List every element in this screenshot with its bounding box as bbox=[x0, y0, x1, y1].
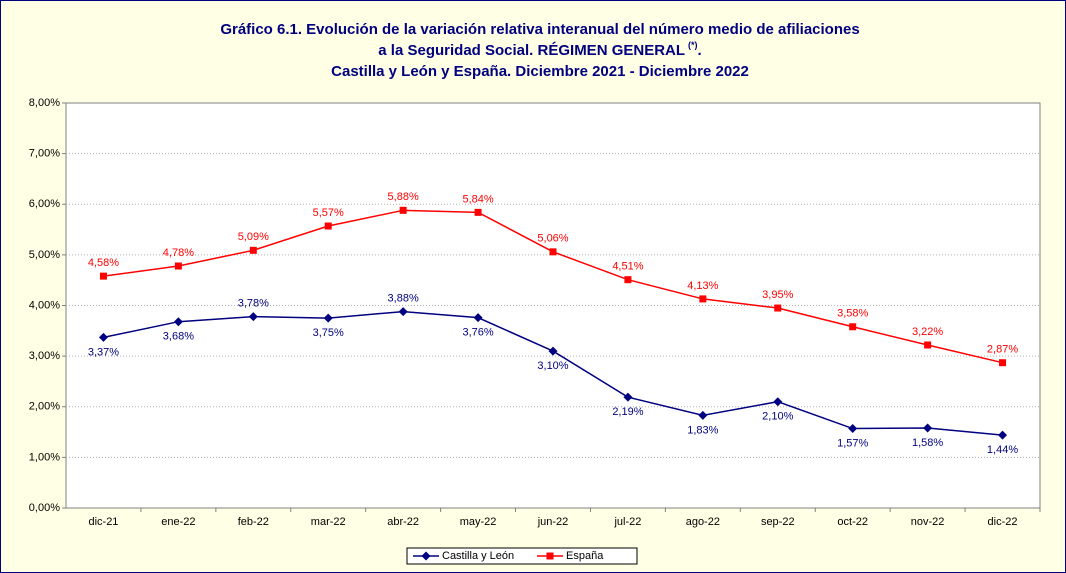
y-tick-label: 8,00% bbox=[29, 97, 60, 109]
data-label: 3,76% bbox=[462, 327, 493, 339]
marker bbox=[624, 276, 632, 284]
marker bbox=[174, 262, 182, 270]
marker bbox=[623, 392, 633, 402]
data-label: 4,58% bbox=[88, 257, 119, 269]
data-label: 3,78% bbox=[238, 298, 269, 310]
marker bbox=[698, 410, 708, 420]
legend-marker bbox=[546, 552, 554, 560]
x-tick-label: jun-22 bbox=[537, 516, 569, 528]
chart-title: Castilla y León y España. Diciembre 2021… bbox=[331, 63, 749, 80]
marker bbox=[924, 341, 932, 349]
marker bbox=[548, 346, 558, 356]
data-label: 3,95% bbox=[762, 289, 793, 301]
chart-title: Gráfico 6.1. Evolución de la variación r… bbox=[220, 21, 859, 38]
data-label: 1,44% bbox=[987, 444, 1018, 456]
marker bbox=[474, 208, 482, 216]
x-tick-label: feb-22 bbox=[238, 516, 269, 528]
data-label: 5,06% bbox=[537, 233, 568, 245]
data-label: 2,19% bbox=[612, 406, 643, 418]
marker bbox=[324, 222, 332, 230]
marker bbox=[398, 307, 408, 317]
x-tick-label: dic-21 bbox=[88, 516, 118, 528]
y-tick-label: 4,00% bbox=[29, 299, 60, 311]
data-label: 1,57% bbox=[837, 437, 868, 449]
chart-title: a la Seguridad Social. RÉGIMEN GENERAL (*… bbox=[378, 40, 701, 59]
title-part: . bbox=[698, 42, 702, 59]
marker bbox=[473, 313, 483, 323]
y-tick-label: 3,00% bbox=[29, 350, 60, 362]
legend-label: España bbox=[566, 550, 604, 562]
data-label: 1,83% bbox=[687, 424, 718, 436]
data-label: 2,10% bbox=[762, 411, 793, 423]
marker bbox=[923, 423, 933, 433]
marker bbox=[848, 424, 858, 434]
x-tick-label: oct-22 bbox=[837, 516, 868, 528]
x-tick-label: nov-22 bbox=[911, 516, 945, 528]
x-tick-label: may-22 bbox=[460, 516, 497, 528]
data-label: 5,88% bbox=[388, 191, 419, 203]
marker bbox=[549, 248, 557, 256]
marker bbox=[999, 359, 1007, 367]
data-label: 3,58% bbox=[837, 308, 868, 320]
x-tick-label: sep-22 bbox=[761, 516, 795, 528]
y-tick-label: 0,00% bbox=[29, 502, 60, 514]
data-label: 3,10% bbox=[537, 360, 568, 372]
x-tick-label: mar-22 bbox=[311, 516, 346, 528]
marker bbox=[248, 312, 258, 322]
y-tick-label: 1,00% bbox=[29, 451, 60, 463]
marker bbox=[998, 430, 1008, 440]
marker bbox=[399, 206, 407, 214]
y-tick-label: 7,00% bbox=[29, 148, 60, 160]
data-label: 1,58% bbox=[912, 437, 943, 449]
legend-marker bbox=[421, 551, 431, 561]
data-label: 2,87% bbox=[987, 344, 1018, 356]
marker bbox=[323, 313, 333, 323]
x-tick-label: abr-22 bbox=[387, 516, 419, 528]
x-tick-label: dic-22 bbox=[988, 516, 1018, 528]
marker bbox=[249, 246, 257, 254]
data-label: 3,22% bbox=[912, 326, 943, 338]
data-label: 4,78% bbox=[163, 247, 194, 259]
y-tick-label: 6,00% bbox=[29, 198, 60, 210]
legend-box bbox=[406, 547, 638, 565]
data-label: 5,09% bbox=[238, 231, 269, 243]
x-tick-label: ene-22 bbox=[161, 516, 195, 528]
data-label: 3,68% bbox=[163, 331, 194, 343]
marker bbox=[98, 332, 108, 342]
title-part: a la Seguridad Social. RÉGIMEN GENERAL bbox=[378, 42, 685, 59]
marker bbox=[99, 272, 107, 280]
marker bbox=[173, 317, 183, 327]
data-label: 5,84% bbox=[462, 193, 493, 205]
marker bbox=[773, 397, 783, 407]
data-label: 3,88% bbox=[388, 292, 419, 304]
data-label: 3,75% bbox=[313, 327, 344, 339]
marker bbox=[774, 304, 782, 312]
data-label: 4,13% bbox=[687, 280, 718, 292]
data-label: 4,51% bbox=[612, 261, 643, 273]
marker bbox=[849, 323, 857, 331]
title-note: (*) bbox=[688, 40, 698, 50]
x-tick-label: jul-22 bbox=[613, 516, 641, 528]
x-tick-label: ago-22 bbox=[686, 516, 720, 528]
data-label: 5,57% bbox=[313, 207, 344, 219]
y-tick-label: 5,00% bbox=[29, 249, 60, 261]
data-label: 3,37% bbox=[88, 346, 119, 358]
legend-label: Castilla y León bbox=[442, 550, 514, 562]
y-tick-label: 2,00% bbox=[29, 401, 60, 413]
marker bbox=[699, 295, 707, 303]
